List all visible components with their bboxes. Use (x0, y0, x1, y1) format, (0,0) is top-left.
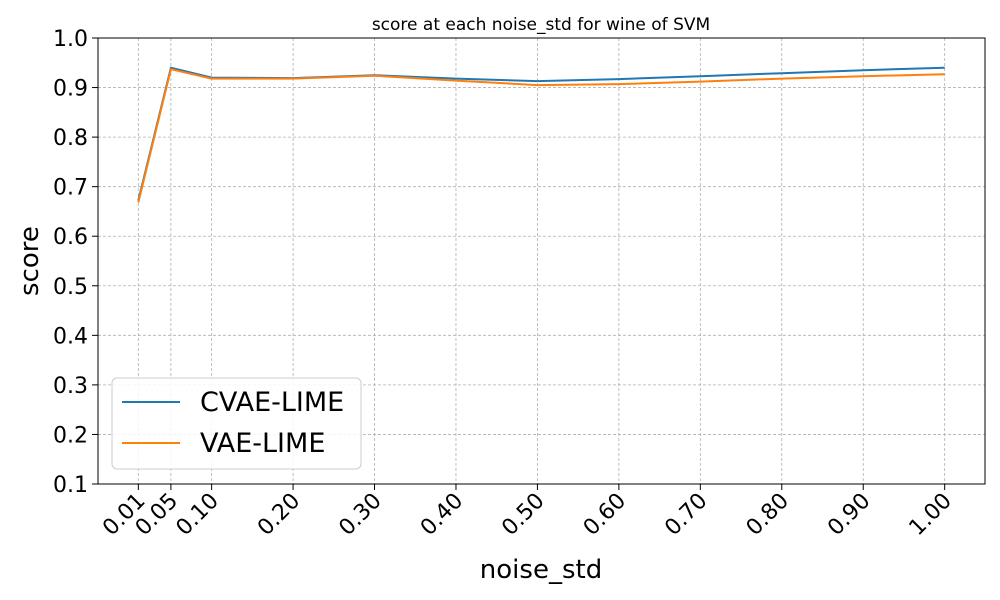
x-tick-label: 0.20 (253, 489, 305, 541)
plot-frame (97, 37, 986, 485)
y-axis-label: score (15, 226, 45, 296)
x-tick-label: 0.80 (742, 489, 794, 541)
legend-box (111, 377, 362, 470)
y-tick-label: 0.1 (53, 473, 88, 498)
y-tick-label: 0.6 (53, 225, 88, 250)
y-tick-label: 0.7 (53, 176, 88, 201)
legend-label-vae-lime: VAE-LIME (200, 428, 325, 459)
y-tick-label: 0.2 (53, 423, 88, 448)
x-tick-label: 0.50 (497, 489, 549, 541)
x-tick-label: 0.10 (172, 489, 224, 541)
y-tick-label: 0.4 (53, 324, 88, 349)
legend-label-cvae-lime: CVAE-LIME (200, 387, 344, 418)
legend: CVAE-LIME VAE-LIME (111, 377, 362, 470)
x-tick-label: 0.40 (416, 489, 468, 541)
x-tick-label: 0.70 (660, 489, 712, 541)
x-axis: 0.010.050.10 0.20 0.30 0.40 0.50 0.60 0.70 0.80… (98, 484, 957, 541)
series-layer (137, 66, 945, 203)
y-tick-label: 0.9 (53, 77, 88, 102)
x-tick-label: 0.90 (823, 489, 875, 541)
y-tick-label: 0.3 (53, 374, 88, 399)
x-axis-label: noise_std (480, 555, 602, 585)
y-tick-label: 0.5 (53, 275, 88, 300)
x-tick-label: 1.00 (905, 489, 957, 541)
y-tick-label: 1.0 (53, 27, 88, 52)
x-tick-label: 0.60 (579, 489, 631, 541)
series-line-vae-lime (137, 68, 945, 203)
chart-title: score at each noise_std for wine of SVM (372, 15, 710, 35)
y-axis: 0.1 0.2 0.3 0.4 0.5 0.6 0.7 0.8 0.9 1.0 (53, 27, 98, 498)
y-tick-label: 0.8 (53, 126, 88, 151)
series-line-cvae-lime (137, 66, 945, 201)
x-tick-label: 0.30 (334, 489, 386, 541)
